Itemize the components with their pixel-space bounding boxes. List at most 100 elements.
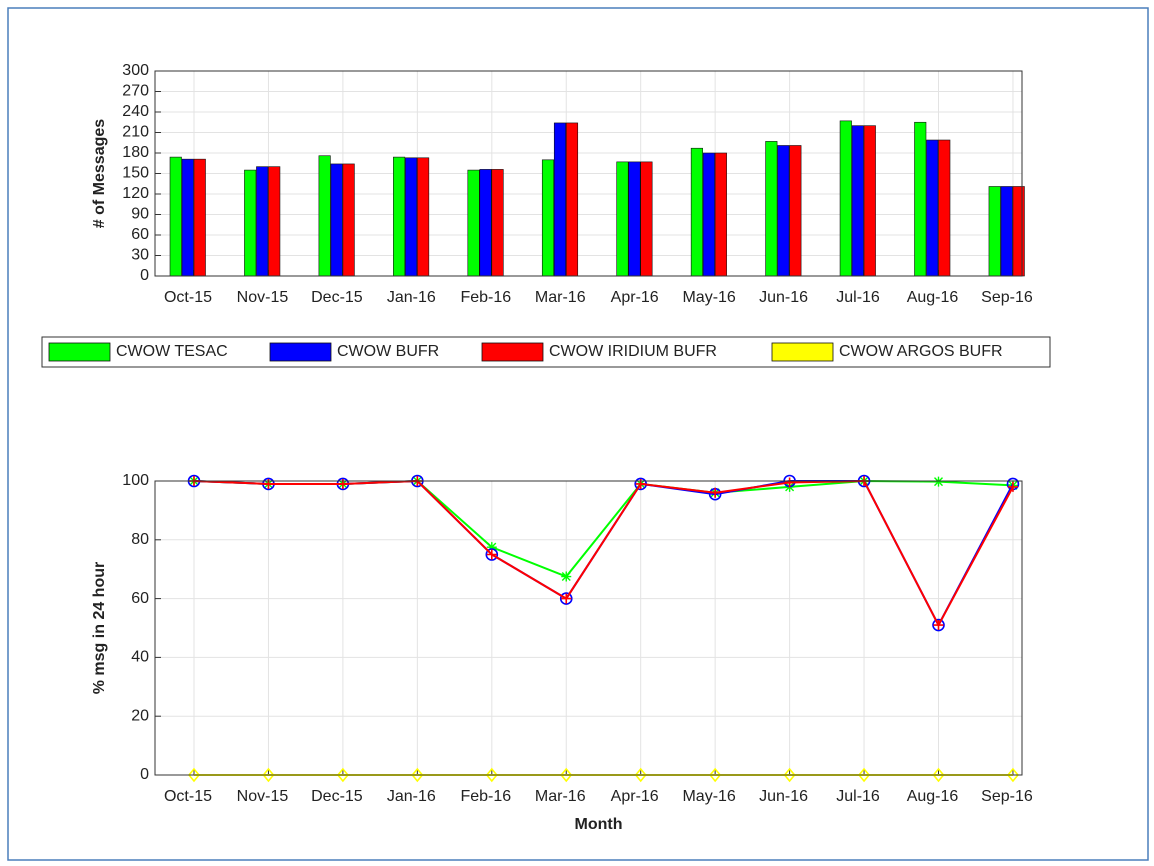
bar [690,147,703,277]
marker [634,767,647,783]
marker [709,767,722,783]
axes-box [154,480,1023,776]
bar [181,158,194,277]
y-axis-label: % msg in 24 hour [91,562,108,694]
y-tick-label: 270 [122,83,149,100]
y-tick-label: 120 [122,185,149,202]
bar [789,145,802,277]
legend-swatch [771,342,834,362]
x-tick-label: Jun-16 [759,788,808,805]
bar [553,122,567,277]
legend-label: CWOW TESAC [116,343,228,360]
y-tick-label: 30 [131,247,149,264]
x-tick-label: Aug-16 [907,289,959,306]
legend-box [41,336,1051,368]
marker [336,767,349,783]
bar [714,152,727,277]
x-tick-label: Oct-15 [164,289,212,306]
x-tick-label: Sep-16 [981,788,1033,805]
marker [559,592,573,605]
y-tick-label: 60 [131,590,149,607]
marker [710,487,721,498]
plot-area [155,481,1022,775]
bar [616,161,629,277]
bar [405,157,418,277]
marker [1007,481,1018,492]
marker [932,767,945,783]
bar [988,186,1001,277]
marker [1006,767,1019,783]
bar [244,169,257,277]
legend-swatch [481,342,544,362]
y-axis-label: # of Messages [91,119,108,228]
marker [411,767,424,783]
y-tick-label: 20 [131,707,149,724]
x-tick-label: Feb-16 [460,788,511,805]
bar [1012,186,1025,277]
bar [863,125,876,277]
series-line [193,479,1014,628]
bar [640,161,653,277]
marker [485,548,499,561]
x-tick-label: Mar-16 [535,289,586,306]
y-tick-label: 40 [131,649,149,666]
x-tick-label: Jul-16 [836,289,880,306]
y-tick-label: 0 [140,766,149,783]
y-tick-label: 60 [131,226,149,243]
legend-label: CWOW ARGOS BUFR [839,343,1003,360]
y-tick-label: 100 [122,472,149,489]
legend-swatch [269,342,332,362]
bar [318,155,331,277]
marker [784,477,795,488]
bar [256,166,269,277]
x-tick-label: Jun-16 [759,289,808,306]
marker [932,618,945,632]
x-tick-label: Sep-16 [981,289,1033,306]
marker [485,767,498,783]
x-axis-label: Month [575,816,623,833]
legend-swatch [48,342,111,362]
x-tick-label: Mar-16 [535,788,586,805]
y-tick-label: 0 [140,267,149,284]
x-tick-label: Nov-15 [237,788,289,805]
legend-label: CWOW BUFR [337,343,439,360]
bar [938,139,951,277]
bar [467,169,480,277]
marker [561,593,572,604]
bar [628,161,641,277]
x-tick-label: Dec-15 [311,788,363,805]
y-tick-label: 180 [122,144,149,161]
bar [330,163,343,277]
bar [268,166,281,277]
x-tick-label: Aug-16 [907,788,959,805]
bar [479,169,492,277]
y-tick-label: 80 [131,531,149,548]
marker [561,571,572,582]
bar [851,125,864,277]
y-tick-label: 150 [122,165,149,182]
bar [839,120,852,277]
marker [187,767,201,783]
x-tick-label: May-16 [682,788,735,805]
bar [914,121,927,277]
bar [393,156,406,277]
bar [1000,186,1013,277]
marker [858,767,871,783]
marker [262,767,275,783]
marker [560,767,573,783]
x-tick-label: Nov-15 [237,289,289,306]
bar [169,156,182,277]
bar [491,169,504,277]
y-tick-label: 90 [131,206,149,223]
x-tick-label: Jan-16 [387,289,436,306]
bar [193,158,206,277]
x-tick-label: Oct-15 [164,788,212,805]
bar [702,152,715,277]
bar [926,139,939,277]
axes-box [154,70,1023,277]
bar [765,141,778,277]
y-tick-label: 300 [122,62,149,79]
marker [933,620,944,631]
